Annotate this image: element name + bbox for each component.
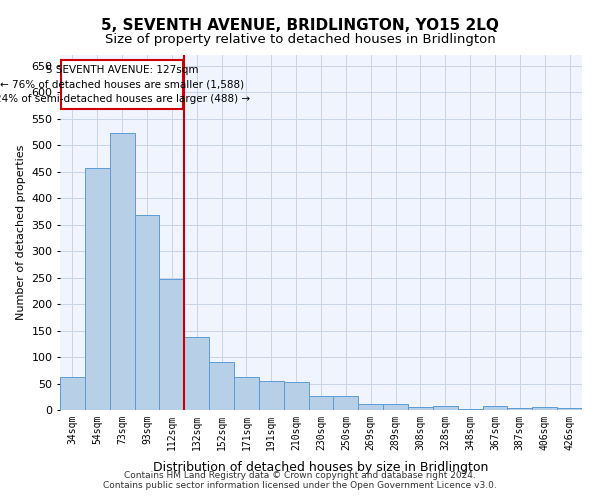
Bar (383, 404, 408, 410)
Bar (184, 337, 209, 410)
Text: 5, SEVENTH AVENUE, BRIDLINGTON, YO15 2LQ: 5, SEVENTH AVENUE, BRIDLINGTON, YO15 2LQ (101, 18, 499, 32)
Bar (209, 362, 234, 410)
Bar (358, 404, 383, 410)
Bar (134, 215, 160, 410)
Text: Size of property relative to detached houses in Bridlington: Size of property relative to detached ho… (104, 32, 496, 46)
Bar (234, 377, 259, 410)
Text: 5 SEVENTH AVENUE: 127sqm
← 76% of detached houses are smaller (1,588)
24% of sem: 5 SEVENTH AVENUE: 127sqm ← 76% of detach… (0, 65, 250, 104)
Y-axis label: Number of detached properties: Number of detached properties (16, 145, 26, 320)
Bar (308, 396, 334, 410)
Bar (557, 408, 582, 410)
X-axis label: Distribution of detached houses by size in Bridlington: Distribution of detached houses by size … (154, 461, 488, 474)
Bar (160, 279, 184, 410)
Bar (433, 406, 458, 410)
Bar (85, 168, 110, 410)
FancyBboxPatch shape (61, 60, 183, 109)
Bar (284, 382, 308, 410)
Bar (532, 408, 557, 410)
Bar (110, 133, 134, 410)
Bar (334, 396, 358, 410)
Bar (60, 377, 85, 410)
Bar (408, 408, 433, 410)
Bar (259, 381, 284, 410)
Bar (482, 406, 508, 410)
Bar (508, 408, 532, 410)
Text: Contains HM Land Registry data © Crown copyright and database right 2024.
Contai: Contains HM Land Registry data © Crown c… (103, 470, 497, 490)
